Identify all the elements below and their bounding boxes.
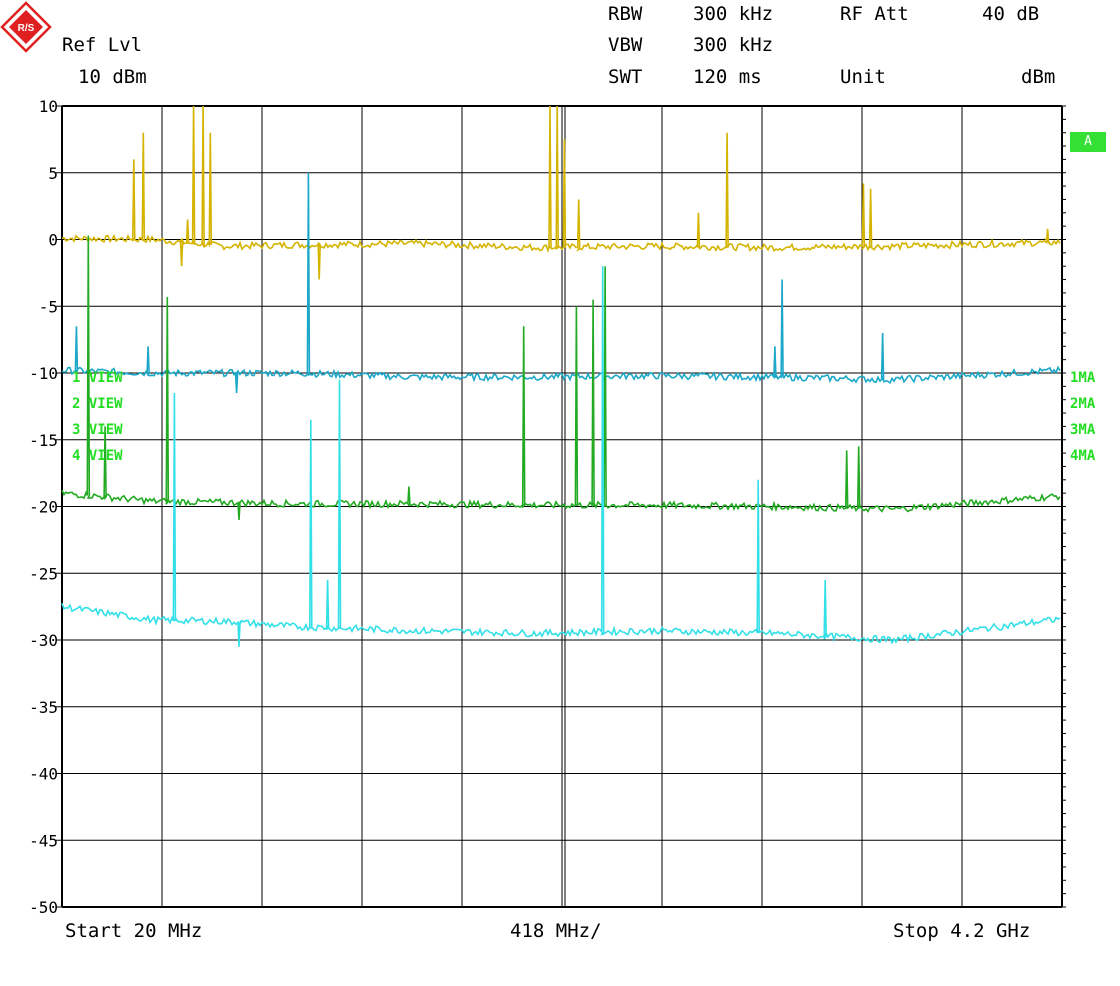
trace2-view-label: 2 VIEW bbox=[72, 396, 123, 412]
rbw-label: RBW bbox=[608, 3, 643, 25]
unit-label: Unit bbox=[840, 66, 886, 88]
y-tick-label: -20 bbox=[29, 498, 58, 517]
y-tick-label: -35 bbox=[29, 698, 58, 717]
trace-4 bbox=[61, 266, 1061, 647]
vbw-label: VBW bbox=[608, 34, 643, 56]
y-tick-labels: 10 5 0 -5 -10 -15 -20 -25 -30 -35 -40 -45 -50 bbox=[29, 97, 58, 917]
y-tick-label: -10 bbox=[29, 364, 58, 383]
vbw-value: 300 kHz bbox=[693, 34, 774, 56]
ref-lvl-value: 10 dBm bbox=[78, 66, 147, 88]
swt-value: 120 ms bbox=[693, 66, 762, 88]
stop-frequency: Stop 4.2 GHz bbox=[893, 920, 1031, 942]
trace4-view-label: 4 VIEW bbox=[72, 448, 123, 464]
frequency-per-division: 418 MHz/ bbox=[510, 920, 602, 942]
rbw-value: 300 kHz bbox=[693, 3, 774, 25]
trace1-view-label: 1 VIEW bbox=[72, 370, 123, 386]
trace4-mode-label: 4MA bbox=[1070, 448, 1096, 464]
y-tick-label: 10 bbox=[39, 97, 58, 116]
rf-att-label: RF Att bbox=[840, 3, 909, 25]
rs-logo: R/S bbox=[0, 1, 52, 53]
y-tick-label: -50 bbox=[29, 898, 58, 917]
unit-value: dBm bbox=[1021, 66, 1056, 88]
y-tick-label: 0 bbox=[48, 231, 58, 250]
traces bbox=[61, 105, 1061, 647]
grid bbox=[56, 105, 1066, 908]
y-tick-label: 5 bbox=[48, 164, 58, 183]
trace3-view-label: 3 VIEW bbox=[72, 422, 123, 438]
y-tick-label: -25 bbox=[29, 564, 58, 583]
trace3-mode-label: 3MA bbox=[1070, 422, 1096, 438]
rf-att-value: 40 dB bbox=[982, 3, 1040, 25]
ref-lvl-label: Ref Lvl bbox=[62, 34, 143, 56]
svg-text:R/S: R/S bbox=[18, 23, 35, 34]
y-tick-label: -30 bbox=[29, 631, 58, 650]
y-tick-label: -5 bbox=[39, 297, 58, 316]
trace-1 bbox=[61, 105, 1061, 280]
trace-2 bbox=[61, 172, 1061, 394]
y-tick-label: -45 bbox=[29, 831, 58, 850]
swt-label: SWT bbox=[608, 66, 643, 88]
trace2-mode-label: 2MA bbox=[1070, 396, 1096, 412]
trace-status-badge: A bbox=[1070, 132, 1106, 152]
y-tick-label: -15 bbox=[29, 431, 58, 450]
trace1-mode-label: 1MA bbox=[1070, 370, 1096, 386]
trace-3 bbox=[61, 235, 1061, 520]
start-frequency: Start 20 MHz bbox=[65, 920, 203, 942]
y-tick-label: -40 bbox=[29, 765, 58, 784]
